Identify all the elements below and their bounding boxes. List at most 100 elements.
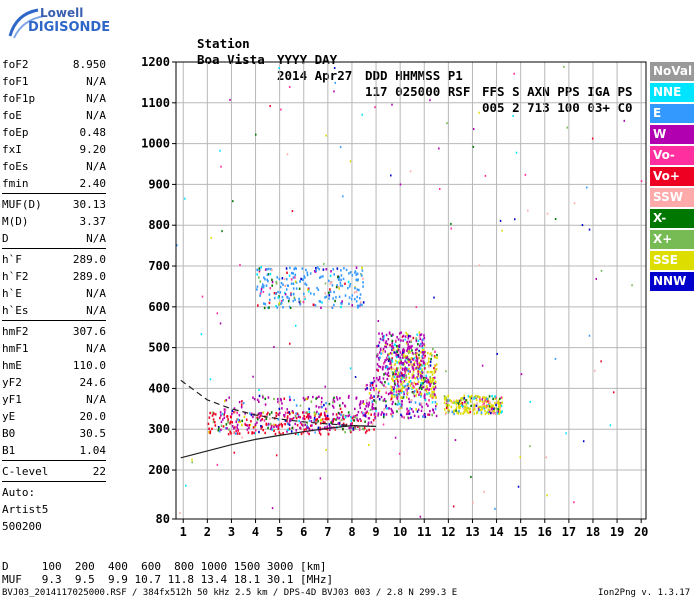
noise-point xyxy=(278,66,280,69)
echo-point xyxy=(396,367,399,370)
scaled-parameters-panel: foF2 8.950 foF1 N/A foF1p N/A foE N/A foEp 0.48 fx… xyxy=(2,56,106,535)
echo-point xyxy=(338,423,341,426)
echo-point xyxy=(415,339,418,343)
echo-point xyxy=(368,428,370,432)
echo-point xyxy=(416,363,419,366)
echo-point xyxy=(391,402,394,406)
echo-point xyxy=(364,407,366,411)
echo-point xyxy=(484,399,487,402)
echo-point xyxy=(373,413,376,416)
echo-point xyxy=(220,414,222,417)
echo-point xyxy=(411,363,414,366)
echo-point xyxy=(493,411,495,415)
profile-curves xyxy=(180,379,377,459)
echo-point xyxy=(277,427,280,431)
echo-point xyxy=(427,404,429,408)
echo-point xyxy=(284,419,287,422)
echo-point xyxy=(265,284,268,287)
echo-point xyxy=(404,378,407,382)
noise-point xyxy=(512,114,514,117)
echo-point xyxy=(403,379,406,383)
echo-point xyxy=(223,416,226,419)
echo-point xyxy=(395,377,397,381)
echo-point xyxy=(498,397,501,401)
echo-point xyxy=(334,299,336,303)
echo-point xyxy=(401,396,403,399)
echo-point xyxy=(380,352,383,355)
echo-point xyxy=(401,415,403,418)
echo-point xyxy=(290,430,293,433)
echo-point xyxy=(331,306,334,309)
echo-point xyxy=(299,421,302,424)
echo-point xyxy=(393,395,396,398)
echo-point xyxy=(214,413,217,416)
echo-point xyxy=(289,398,292,401)
echo-point xyxy=(412,336,415,340)
echo-point xyxy=(424,377,426,381)
echo-point xyxy=(382,399,384,402)
echo-point xyxy=(392,388,395,391)
echo-point xyxy=(391,409,393,412)
echo-point xyxy=(390,407,393,411)
echo-point xyxy=(375,401,377,404)
echo-point xyxy=(490,408,493,411)
echo-point xyxy=(341,424,343,427)
echo-point xyxy=(385,406,387,409)
echo-point xyxy=(473,408,476,411)
echo-point xyxy=(406,388,408,391)
echo-point xyxy=(284,293,287,296)
echo-point xyxy=(288,411,291,414)
echo-point xyxy=(279,433,282,436)
x-tick-label: 4 xyxy=(252,525,259,539)
noise-point xyxy=(333,90,335,93)
echo-point xyxy=(420,364,423,367)
y-tick-label: 900 xyxy=(148,177,170,191)
echo-point xyxy=(416,410,419,413)
echo-point xyxy=(308,410,311,414)
echo-point xyxy=(317,426,320,430)
echo-point xyxy=(344,430,346,434)
echo-point xyxy=(260,287,263,291)
echo-point xyxy=(365,405,368,408)
echo-point xyxy=(429,370,432,374)
echo-point xyxy=(368,417,371,420)
echo-point xyxy=(415,366,418,370)
echo-point xyxy=(328,294,331,297)
echo-point xyxy=(451,410,454,414)
echo-point xyxy=(271,268,273,272)
echo-point xyxy=(302,411,304,414)
echo-point xyxy=(286,295,289,299)
echo-point xyxy=(421,368,423,371)
echo-point xyxy=(222,425,225,428)
x-tick-label: 20 xyxy=(634,525,648,539)
version-label: Ion2Png v. 1.3.17 xyxy=(598,588,691,598)
echo-point xyxy=(447,411,450,414)
echo-point xyxy=(403,376,406,379)
echo-point xyxy=(411,351,414,355)
echo-point xyxy=(377,356,380,360)
echo-point xyxy=(337,285,340,289)
noise-point xyxy=(472,501,474,504)
legend-item: SSW xyxy=(650,188,694,207)
echo-point xyxy=(236,423,239,427)
noise-point xyxy=(563,65,565,68)
echo-point xyxy=(370,394,372,397)
param-value: N/A xyxy=(86,342,106,355)
echo-point xyxy=(447,408,449,412)
echo-point xyxy=(237,429,240,432)
noise-point xyxy=(588,228,591,231)
echo-point xyxy=(450,399,453,403)
y-tick-label: 1000 xyxy=(141,137,170,151)
echo-point xyxy=(465,403,468,406)
echo-point xyxy=(295,416,298,420)
noise-point xyxy=(472,128,475,131)
echo-point xyxy=(408,349,411,353)
echo-point xyxy=(335,418,337,421)
echo-point xyxy=(299,426,301,430)
echo-point xyxy=(368,403,370,407)
echo-point xyxy=(411,344,413,348)
echo-point xyxy=(362,281,364,284)
echo-point xyxy=(286,430,288,433)
echo-point xyxy=(277,413,280,416)
echo-point xyxy=(410,357,413,360)
